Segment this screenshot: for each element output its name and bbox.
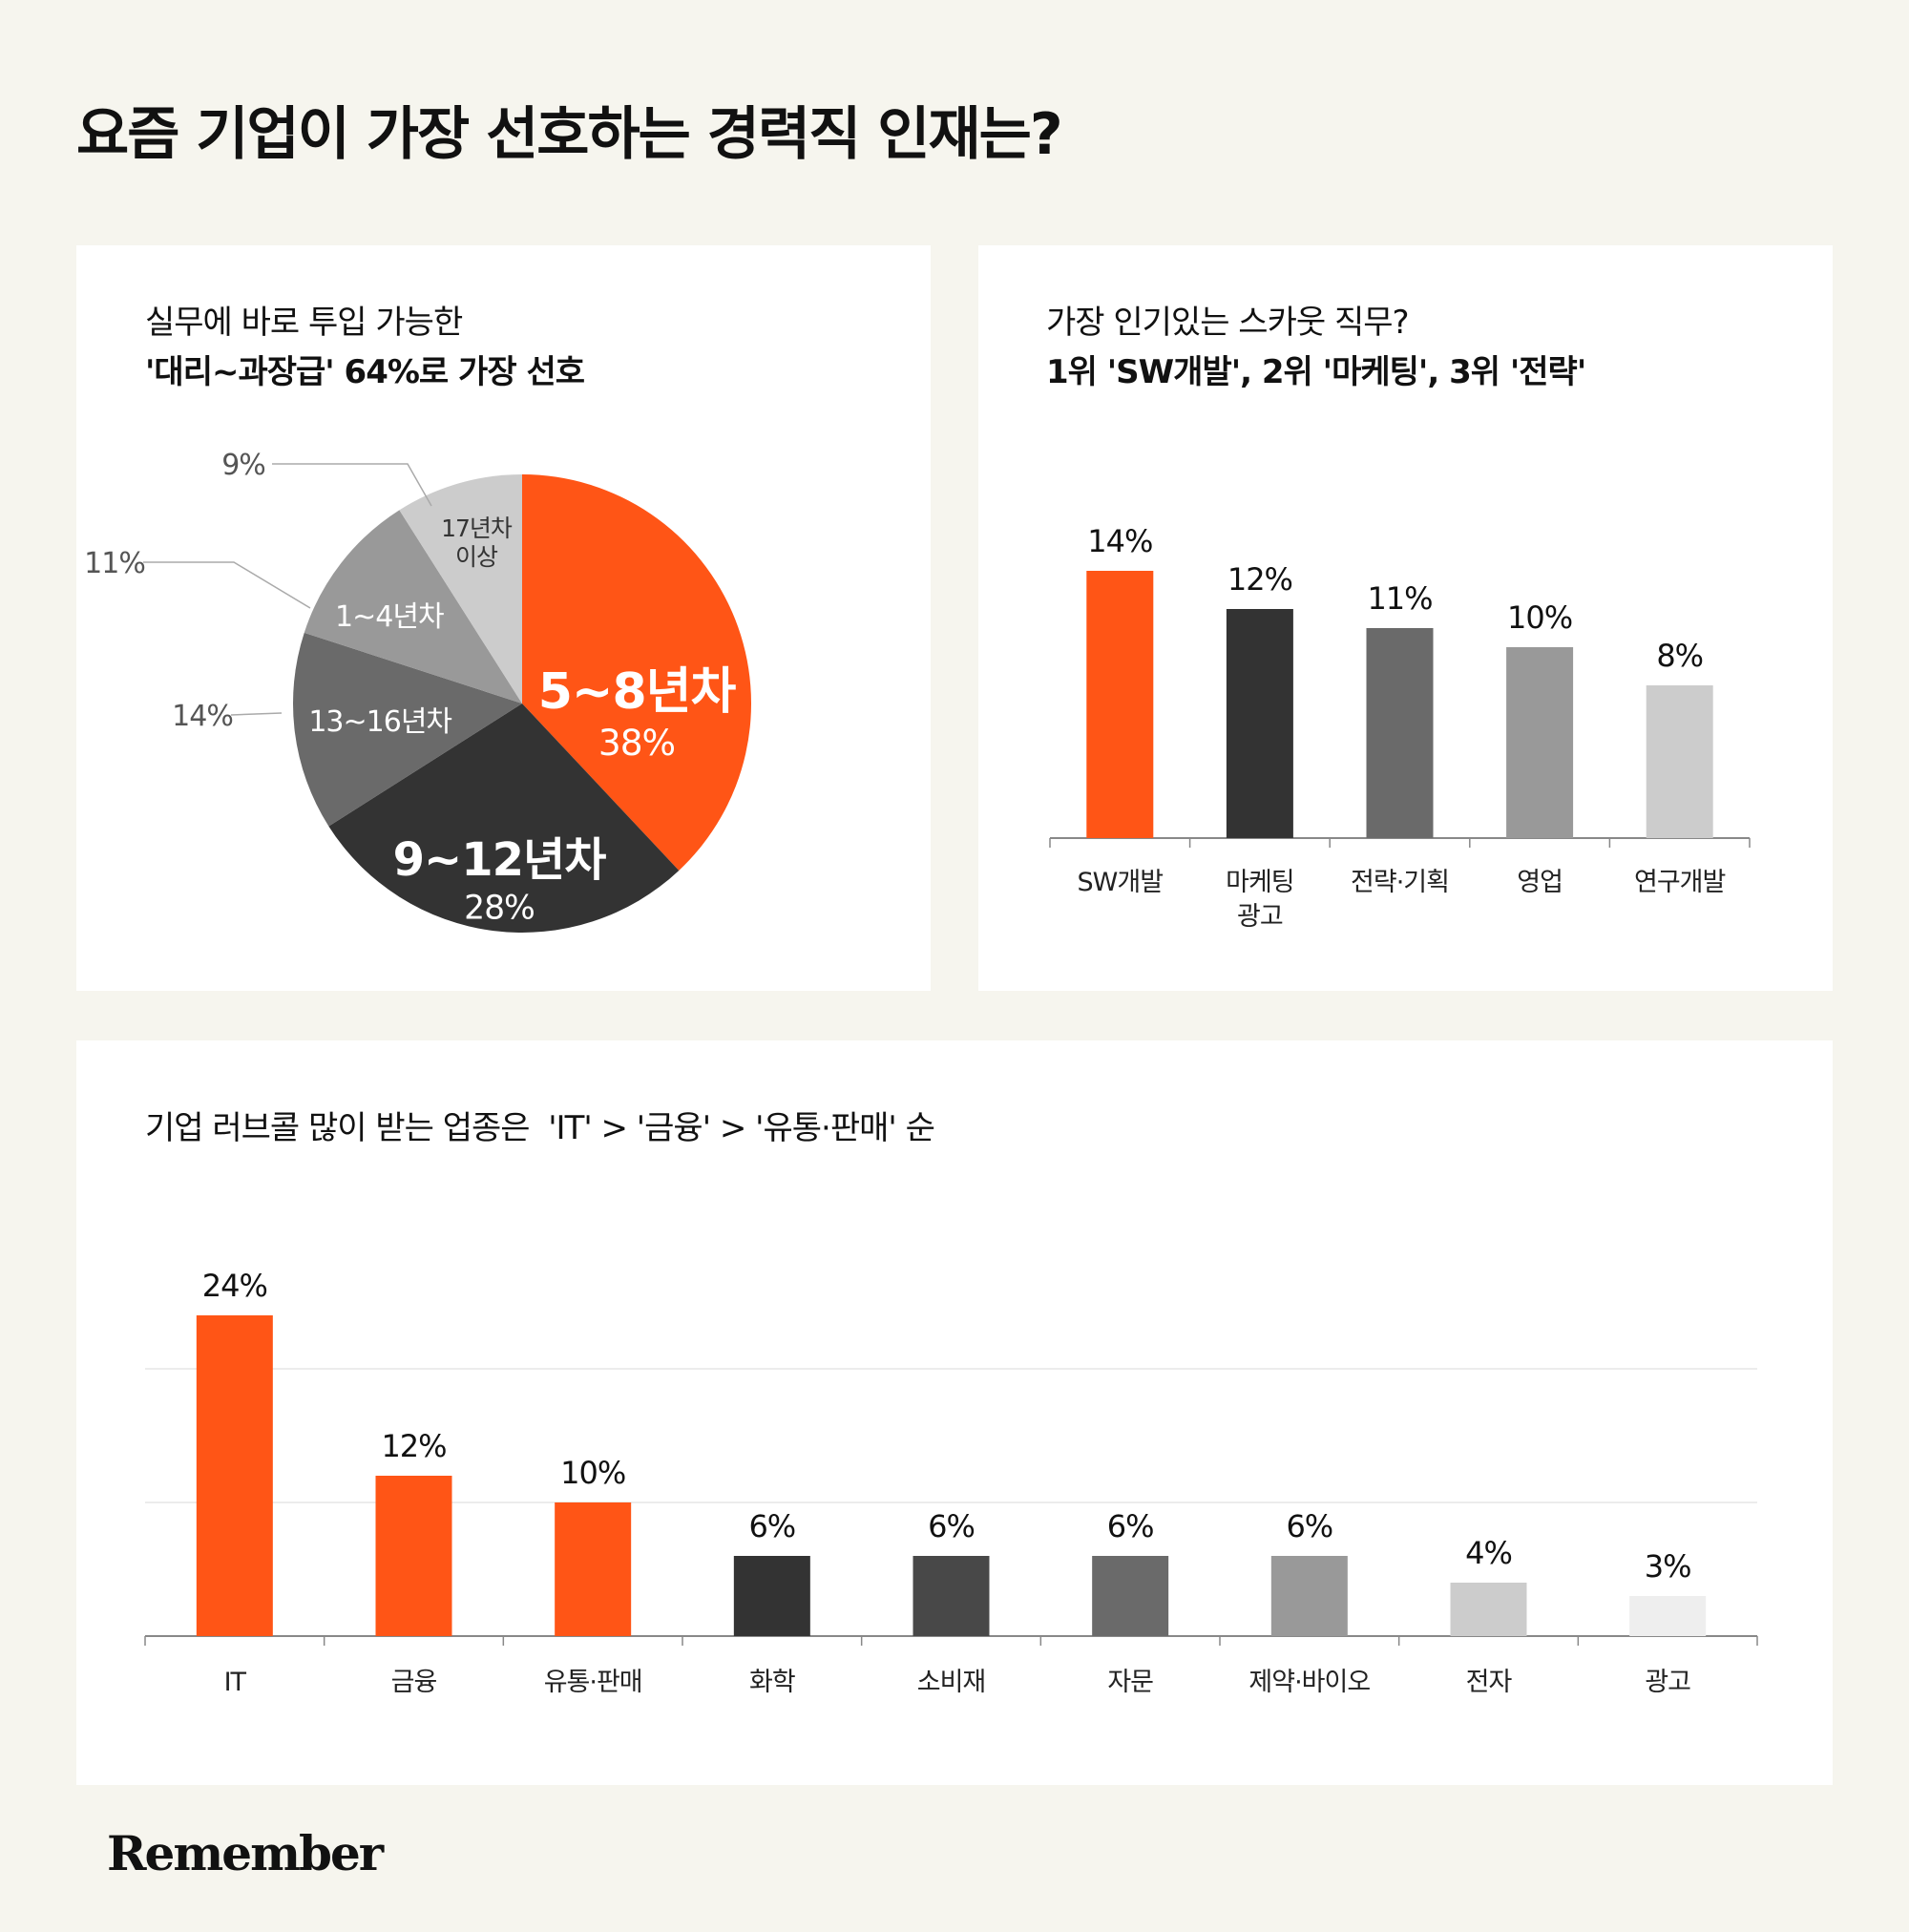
job-subtitle: 가장 인기있는 스카웃 직무? 1위 'SW개발', 2위 '마케팅', 3위 … bbox=[1046, 298, 1586, 397]
bar bbox=[1366, 628, 1434, 838]
bar bbox=[555, 1502, 632, 1636]
pie-subtitle-line2: '대리~과장급' 64%로 가장 선호 bbox=[145, 353, 585, 391]
bar bbox=[1226, 609, 1293, 838]
x-tick-label: 제약·바이오 bbox=[1248, 1668, 1370, 1697]
bar bbox=[1086, 571, 1154, 838]
bar-value-label: 12% bbox=[1227, 561, 1292, 598]
pie-outside-value: 14% bbox=[172, 700, 233, 733]
bar bbox=[375, 1476, 452, 1636]
bar bbox=[1270, 1556, 1348, 1636]
bar-value-label: 6% bbox=[748, 1508, 795, 1544]
pie-outside-value: 11% bbox=[84, 547, 145, 580]
remember-logo: Remember bbox=[107, 1825, 384, 1881]
bar-value-label: 11% bbox=[1367, 580, 1432, 617]
bar-value-label: 12% bbox=[381, 1428, 446, 1464]
bar bbox=[196, 1315, 273, 1636]
bar-value-label: 14% bbox=[1087, 523, 1152, 559]
bar-value-label: 6% bbox=[1286, 1508, 1332, 1544]
pie-slice bbox=[399, 474, 522, 704]
x-tick-label: 화학 bbox=[749, 1668, 795, 1697]
pie-slice-label: 1~4년차 bbox=[335, 600, 444, 634]
bar-value-label: 10% bbox=[1507, 599, 1572, 636]
bar bbox=[1506, 647, 1574, 838]
industry-subtitle: 기업 러브콜 많이 받는 업종은 'IT' > '금융' > '유통·판매' 순 bbox=[145, 1109, 935, 1147]
pie-leader-line bbox=[230, 712, 283, 716]
pie-subtitle: 실무에 바로 투입 가능한 '대리~과장급' 64%로 가장 선호 bbox=[145, 298, 585, 397]
bar bbox=[1450, 1583, 1527, 1636]
pie-slice-label: 5~8년차 bbox=[538, 663, 737, 721]
pie-slice-label: 13~16년차 bbox=[308, 705, 451, 739]
bar bbox=[913, 1556, 990, 1636]
job-subtitle-line1: 가장 인기있는 스카웃 직무? bbox=[1046, 304, 1410, 342]
x-tick-label: 마케팅 bbox=[1226, 868, 1294, 897]
x-tick-label: IT bbox=[224, 1668, 247, 1697]
bar-value-label: 6% bbox=[1107, 1508, 1154, 1544]
pie-slice bbox=[328, 704, 680, 934]
pie-subtitle-line1: 실무에 바로 투입 가능한 bbox=[145, 304, 463, 342]
bar-value-label: 6% bbox=[928, 1508, 975, 1544]
pie-slice bbox=[304, 510, 522, 704]
pie-slice-label: 9~12년차 bbox=[393, 833, 607, 887]
job-subtitle-line2: 1위 'SW개발', 2위 '마케팅', 3위 '전략' bbox=[1046, 353, 1586, 391]
bar bbox=[1646, 685, 1713, 838]
x-tick-label: 광고 bbox=[1645, 1668, 1690, 1697]
bar bbox=[1629, 1596, 1707, 1636]
bar-value-label: 24% bbox=[202, 1268, 267, 1304]
pie-slice bbox=[293, 632, 522, 827]
x-tick-label: 자문 bbox=[1107, 1668, 1153, 1697]
pie-leader-line bbox=[143, 561, 311, 609]
bar-value-label: 8% bbox=[1656, 638, 1703, 674]
pie-outside-value: 9% bbox=[221, 449, 265, 482]
x-tick-label: 연구개발 bbox=[1634, 868, 1726, 897]
page-title: 요즘 기업이 가장 선호하는 경력직 인재는? bbox=[76, 101, 1063, 168]
x-tick-label: 소비재 bbox=[917, 1668, 986, 1697]
pie-slice-value: 38% bbox=[598, 722, 675, 764]
bar-value-label: 10% bbox=[560, 1455, 625, 1491]
x-tick-label: 광고 bbox=[1237, 902, 1283, 932]
pie-slice-label: 17년차 bbox=[441, 514, 513, 542]
pie-slice-value: 28% bbox=[464, 890, 535, 928]
bar-value-label: 3% bbox=[1645, 1548, 1691, 1585]
bar-value-label: 4% bbox=[1465, 1535, 1512, 1571]
pie-slice bbox=[522, 474, 751, 871]
industry-bar-card bbox=[76, 1040, 1833, 1785]
x-tick-label: 전자 bbox=[1466, 1668, 1513, 1697]
x-tick-label: 금융 bbox=[391, 1668, 437, 1697]
pie-slice-label: 이상 bbox=[455, 543, 498, 571]
x-tick-label: SW개발 bbox=[1078, 868, 1164, 897]
x-tick-label: 전략·기획 bbox=[1351, 868, 1449, 897]
pie-leader-line bbox=[272, 463, 432, 507]
bar bbox=[733, 1556, 810, 1636]
x-tick-label: 영업 bbox=[1517, 868, 1563, 897]
bar bbox=[1092, 1556, 1169, 1636]
x-tick-label: 유통·판매 bbox=[544, 1668, 642, 1697]
